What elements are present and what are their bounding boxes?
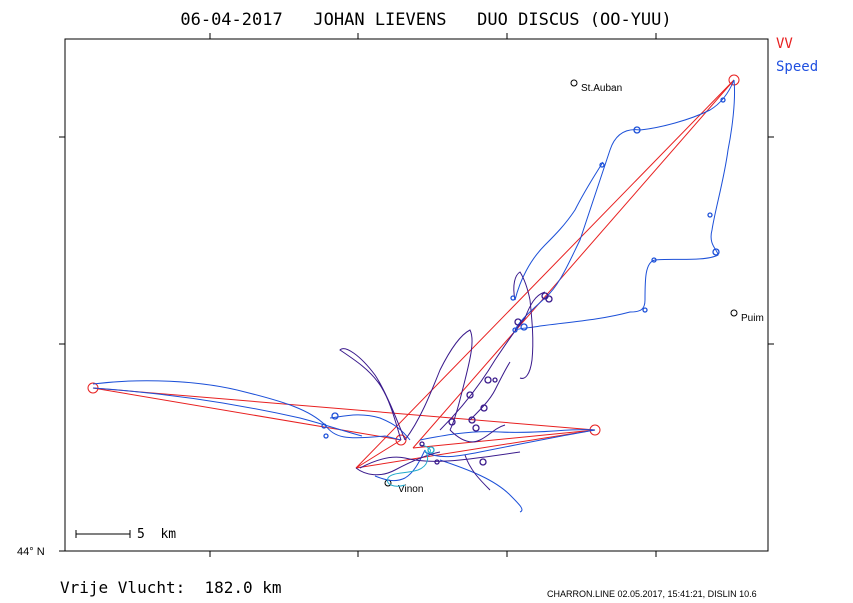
thermal-marker	[484, 376, 492, 384]
thermal-marker	[331, 412, 339, 420]
thermal-marker	[712, 248, 720, 256]
track-segment	[404, 329, 473, 441]
task-leg	[355, 79, 735, 469]
task-route	[87, 74, 740, 469]
flight-track-blue	[92, 79, 736, 513]
thermal-marker	[472, 424, 480, 432]
track-segment	[374, 449, 426, 482]
track-segment	[439, 459, 523, 513]
thermal-marker	[448, 418, 456, 426]
place-puim: Puim	[730, 309, 764, 324]
thermal-marker	[599, 162, 605, 168]
legend-vv: VV	[776, 36, 793, 52]
thermal-marker	[434, 459, 440, 465]
scale-label: 5 km	[137, 527, 176, 542]
place-label: St.Auban	[581, 83, 622, 94]
track-segment	[449, 424, 506, 443]
track-segment	[359, 451, 521, 469]
track-segment	[329, 414, 411, 441]
track-segment	[514, 79, 736, 331]
thermal-marker	[419, 441, 425, 447]
distance-label: Vrije Vlucht: 182.0 km	[60, 578, 282, 597]
track-segment	[439, 291, 546, 431]
place-vinon: Vinon	[384, 479, 423, 495]
thermal-marker	[707, 212, 713, 218]
thermal-markers	[321, 97, 726, 466]
track-segment	[469, 361, 511, 421]
thermal-marker	[651, 257, 657, 263]
place-marker-icon	[730, 309, 738, 317]
thermal-marker	[492, 377, 498, 383]
track-segment	[424, 429, 596, 458]
place-label: Puim	[741, 313, 764, 324]
frame-ticks	[59, 33, 774, 557]
thermal-marker	[466, 391, 474, 399]
place-marker-icon	[570, 79, 578, 87]
thermal-marker	[633, 126, 641, 134]
track-segment	[513, 271, 534, 379]
track-segment	[514, 161, 604, 301]
task-leg	[355, 439, 402, 469]
thermal-marker	[514, 318, 522, 326]
thermal-marker	[468, 416, 476, 424]
thermal-marker	[321, 423, 327, 429]
thermal-marker	[510, 295, 516, 301]
thermal-marker	[512, 327, 518, 333]
task-leg	[92, 387, 596, 431]
track-segment	[92, 380, 402, 441]
thermal-marker	[480, 404, 488, 412]
track-segment	[514, 79, 735, 331]
place-st-auban: St.Auban	[570, 79, 622, 94]
legend-speed: Speed	[776, 59, 818, 75]
track-segment	[92, 387, 363, 437]
flight-track-purple	[339, 271, 546, 491]
scale-bar	[75, 530, 131, 538]
thermal-marker	[642, 307, 648, 313]
turnpoint-marker	[395, 434, 407, 446]
thermal-marker	[520, 323, 528, 331]
track-segment	[339, 348, 406, 441]
place-label: Vinon	[398, 484, 423, 495]
thermal-marker	[545, 295, 553, 303]
thermal-marker	[427, 446, 435, 454]
task-leg	[412, 79, 735, 449]
credits-label: CHARRON.LINE 02.05.2017, 15:41:21, DISLI…	[547, 589, 757, 599]
task-leg	[355, 429, 596, 469]
track-segment	[464, 454, 491, 491]
thermal-marker	[720, 97, 726, 103]
latitude-label: 44° N	[17, 546, 45, 558]
flight-title: 06-04-2017 JOHAN LIEVENS DUO DISCUS (OO-…	[180, 10, 671, 30]
task-leg	[412, 429, 596, 449]
track-segment	[419, 429, 596, 441]
map-frame	[64, 38, 769, 552]
thermal-marker	[479, 458, 487, 466]
thermal-marker	[323, 433, 329, 439]
task-leg	[92, 387, 402, 441]
track-segment	[386, 449, 429, 487]
